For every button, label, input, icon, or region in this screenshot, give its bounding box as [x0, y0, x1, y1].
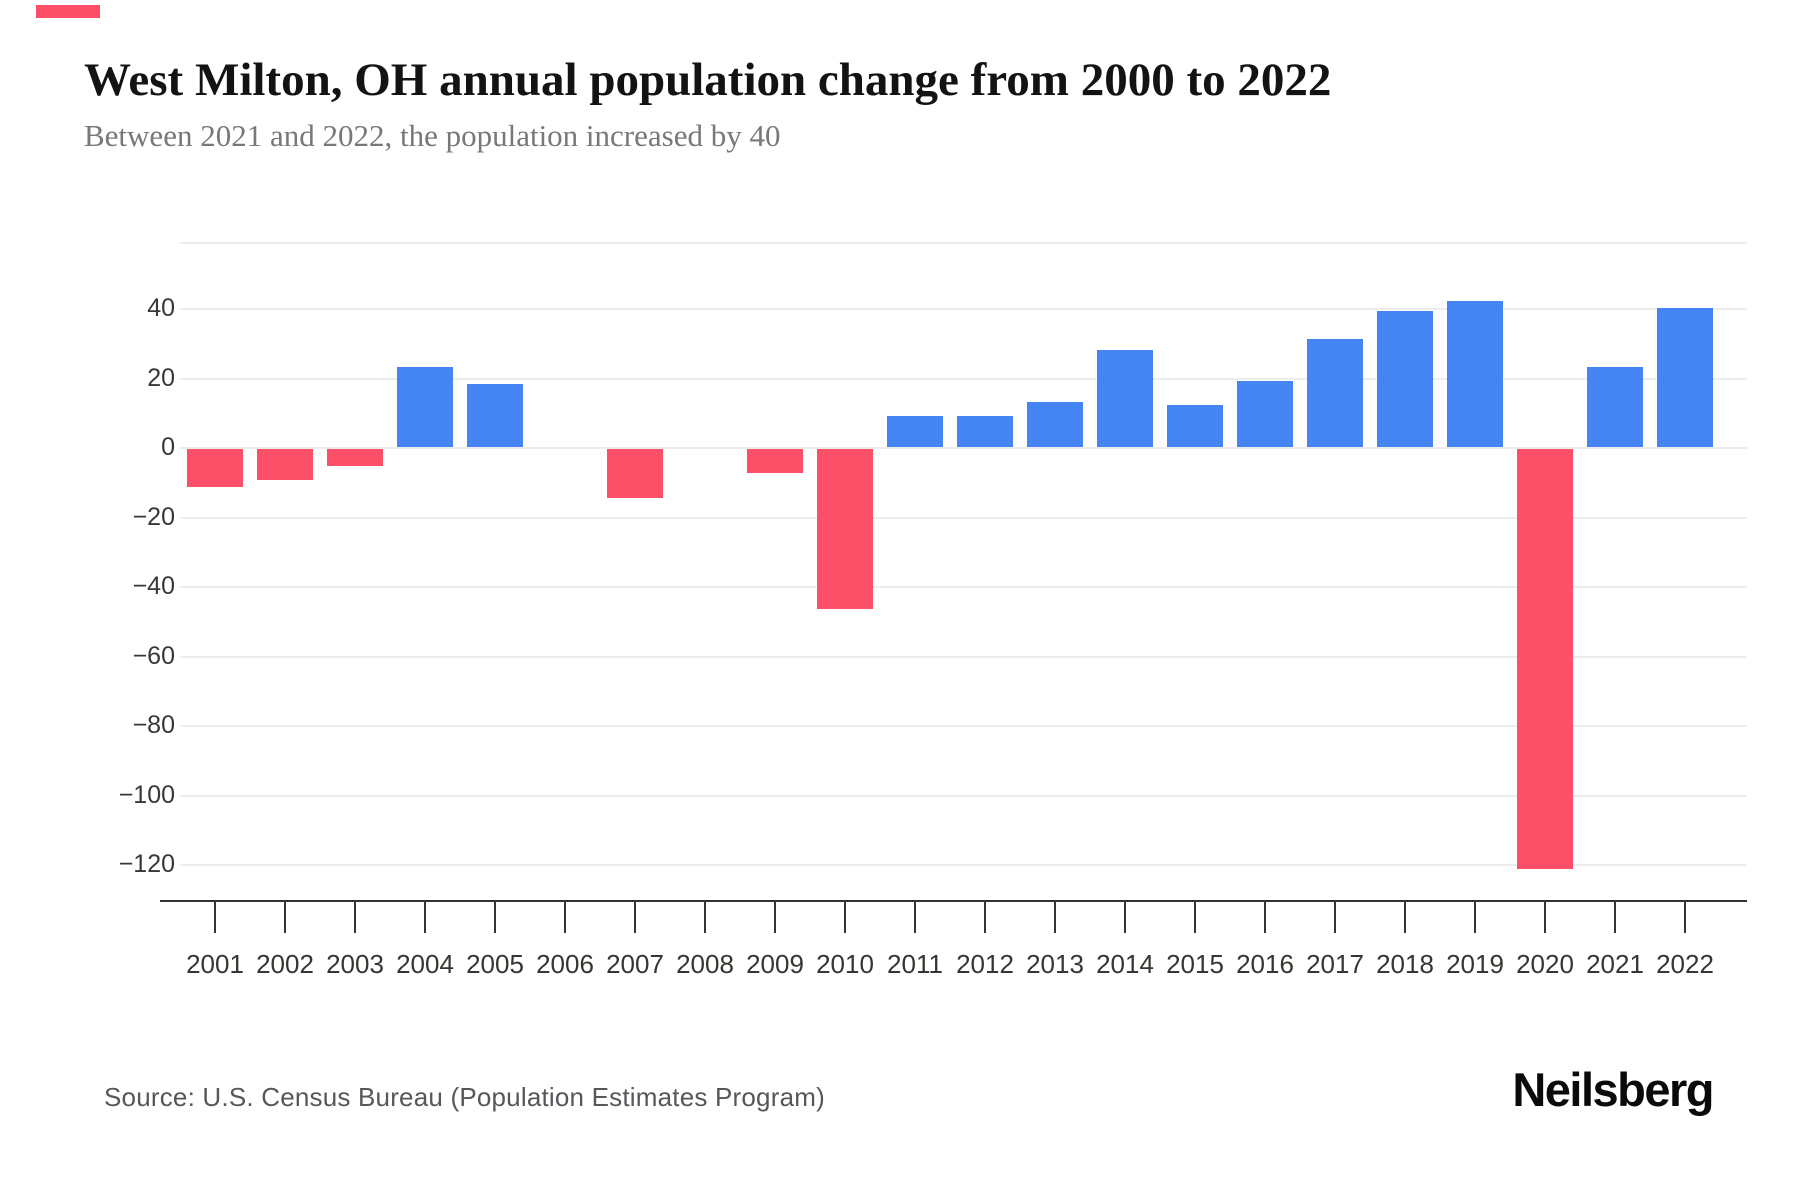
- gridline--20: [180, 517, 1747, 519]
- x-tick-2013: [1054, 902, 1056, 933]
- gridline--100: [180, 795, 1747, 797]
- x-tick-2018: [1404, 902, 1406, 933]
- x-tick-2009: [774, 902, 776, 933]
- x-tick-2003: [354, 902, 356, 933]
- x-tick-2001: [214, 902, 216, 933]
- bar-2020: [1517, 449, 1573, 869]
- x-tick-label-2009: 2009: [746, 949, 804, 979]
- x-tick-2008: [704, 902, 706, 933]
- bar-2012: [957, 416, 1013, 447]
- x-axis-line: [160, 900, 1747, 902]
- x-tick-label-2005: 2005: [466, 949, 524, 979]
- source-note: Source: U.S. Census Bureau (Population E…: [104, 1082, 825, 1112]
- chart-title: West Milton, OH annual population change…: [84, 54, 1332, 106]
- gridline-20: [180, 378, 1747, 380]
- x-tick-label-2006: 2006: [536, 949, 594, 979]
- bar-2003: [327, 449, 383, 466]
- bar-2004: [397, 367, 453, 447]
- x-tick-2021: [1614, 902, 1616, 933]
- bar-2001: [187, 449, 243, 487]
- x-tick-2004: [424, 902, 426, 933]
- gridline--40: [180, 586, 1747, 588]
- x-tick-2016: [1264, 902, 1266, 933]
- x-tick-label-2018: 2018: [1376, 949, 1434, 979]
- y-tick-label--120: −120: [118, 850, 175, 878]
- x-tick-2022: [1684, 902, 1686, 933]
- x-tick-2002: [284, 902, 286, 933]
- y-tick-label-40: 40: [147, 294, 175, 322]
- x-tick-2017: [1334, 902, 1336, 933]
- y-tick-label-20: 20: [147, 364, 175, 392]
- bar-2002: [257, 449, 313, 480]
- x-tick-2020: [1544, 902, 1546, 933]
- bar-2015: [1167, 405, 1223, 447]
- x-tick-label-2020: 2020: [1516, 949, 1574, 979]
- gridline--80: [180, 725, 1747, 727]
- y-tick-label--40: −40: [132, 572, 175, 600]
- bar-2007: [607, 449, 663, 498]
- x-tick-label-2016: 2016: [1236, 949, 1294, 979]
- bar-2010: [817, 449, 873, 609]
- x-tick-2007: [634, 902, 636, 933]
- x-tick-label-2013: 2013: [1026, 949, 1084, 979]
- x-tick-label-2019: 2019: [1446, 949, 1504, 979]
- y-tick-label--80: −80: [132, 711, 175, 739]
- gridline--60: [180, 656, 1747, 658]
- x-tick-2005: [494, 902, 496, 933]
- x-tick-2010: [844, 902, 846, 933]
- y-tick-label--60: −60: [132, 642, 175, 670]
- bar-2014: [1097, 350, 1153, 447]
- brand-accent-mark: [36, 5, 100, 18]
- neilsberg-logo: Neilsberg: [1512, 1063, 1714, 1116]
- x-tick-label-2014: 2014: [1096, 949, 1154, 979]
- bar-2017: [1307, 339, 1363, 447]
- gridline-0: [180, 447, 1747, 449]
- x-tick-label-2008: 2008: [676, 949, 734, 979]
- x-tick-label-2007: 2007: [606, 949, 664, 979]
- x-tick-2015: [1194, 902, 1196, 933]
- x-tick-label-2017: 2017: [1306, 949, 1364, 979]
- x-tick-label-2002: 2002: [256, 949, 314, 979]
- gridline--120: [180, 864, 1747, 866]
- bar-2016: [1237, 381, 1293, 447]
- bar-2019: [1447, 301, 1503, 447]
- x-tick-2012: [984, 902, 986, 933]
- gridline-40: [180, 308, 1747, 310]
- bar-2005: [467, 384, 523, 447]
- y-tick-label--20: −20: [132, 503, 175, 531]
- bar-2013: [1027, 402, 1083, 447]
- bar-2021: [1587, 367, 1643, 447]
- x-tick-label-2003: 2003: [326, 949, 384, 979]
- x-tick-2019: [1474, 902, 1476, 933]
- x-tick-label-2011: 2011: [887, 949, 943, 979]
- x-tick-label-2021: 2021: [1586, 949, 1644, 979]
- chart-subtitle: Between 2021 and 2022, the population in…: [84, 118, 781, 153]
- bar-2022: [1657, 308, 1713, 447]
- x-tick-2011: [914, 902, 916, 933]
- bar-2009: [747, 449, 803, 473]
- x-tick-label-2022: 2022: [1656, 949, 1714, 979]
- x-tick-label-2001: 2001: [186, 949, 244, 979]
- gridline-top: [180, 242, 1747, 244]
- x-tick-label-2010: 2010: [816, 949, 874, 979]
- x-tick-label-2015: 2015: [1166, 949, 1224, 979]
- y-tick-label--100: −100: [118, 781, 175, 809]
- x-tick-label-2004: 2004: [396, 949, 454, 979]
- x-tick-label-2012: 2012: [956, 949, 1014, 979]
- bar-2018: [1377, 311, 1433, 447]
- x-tick-2014: [1124, 902, 1126, 933]
- bar-2011: [887, 416, 943, 447]
- x-tick-2006: [564, 902, 566, 933]
- y-tick-label-0: 0: [161, 433, 175, 461]
